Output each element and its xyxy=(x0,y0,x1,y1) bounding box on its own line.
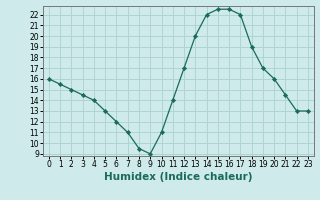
X-axis label: Humidex (Indice chaleur): Humidex (Indice chaleur) xyxy=(104,172,253,182)
